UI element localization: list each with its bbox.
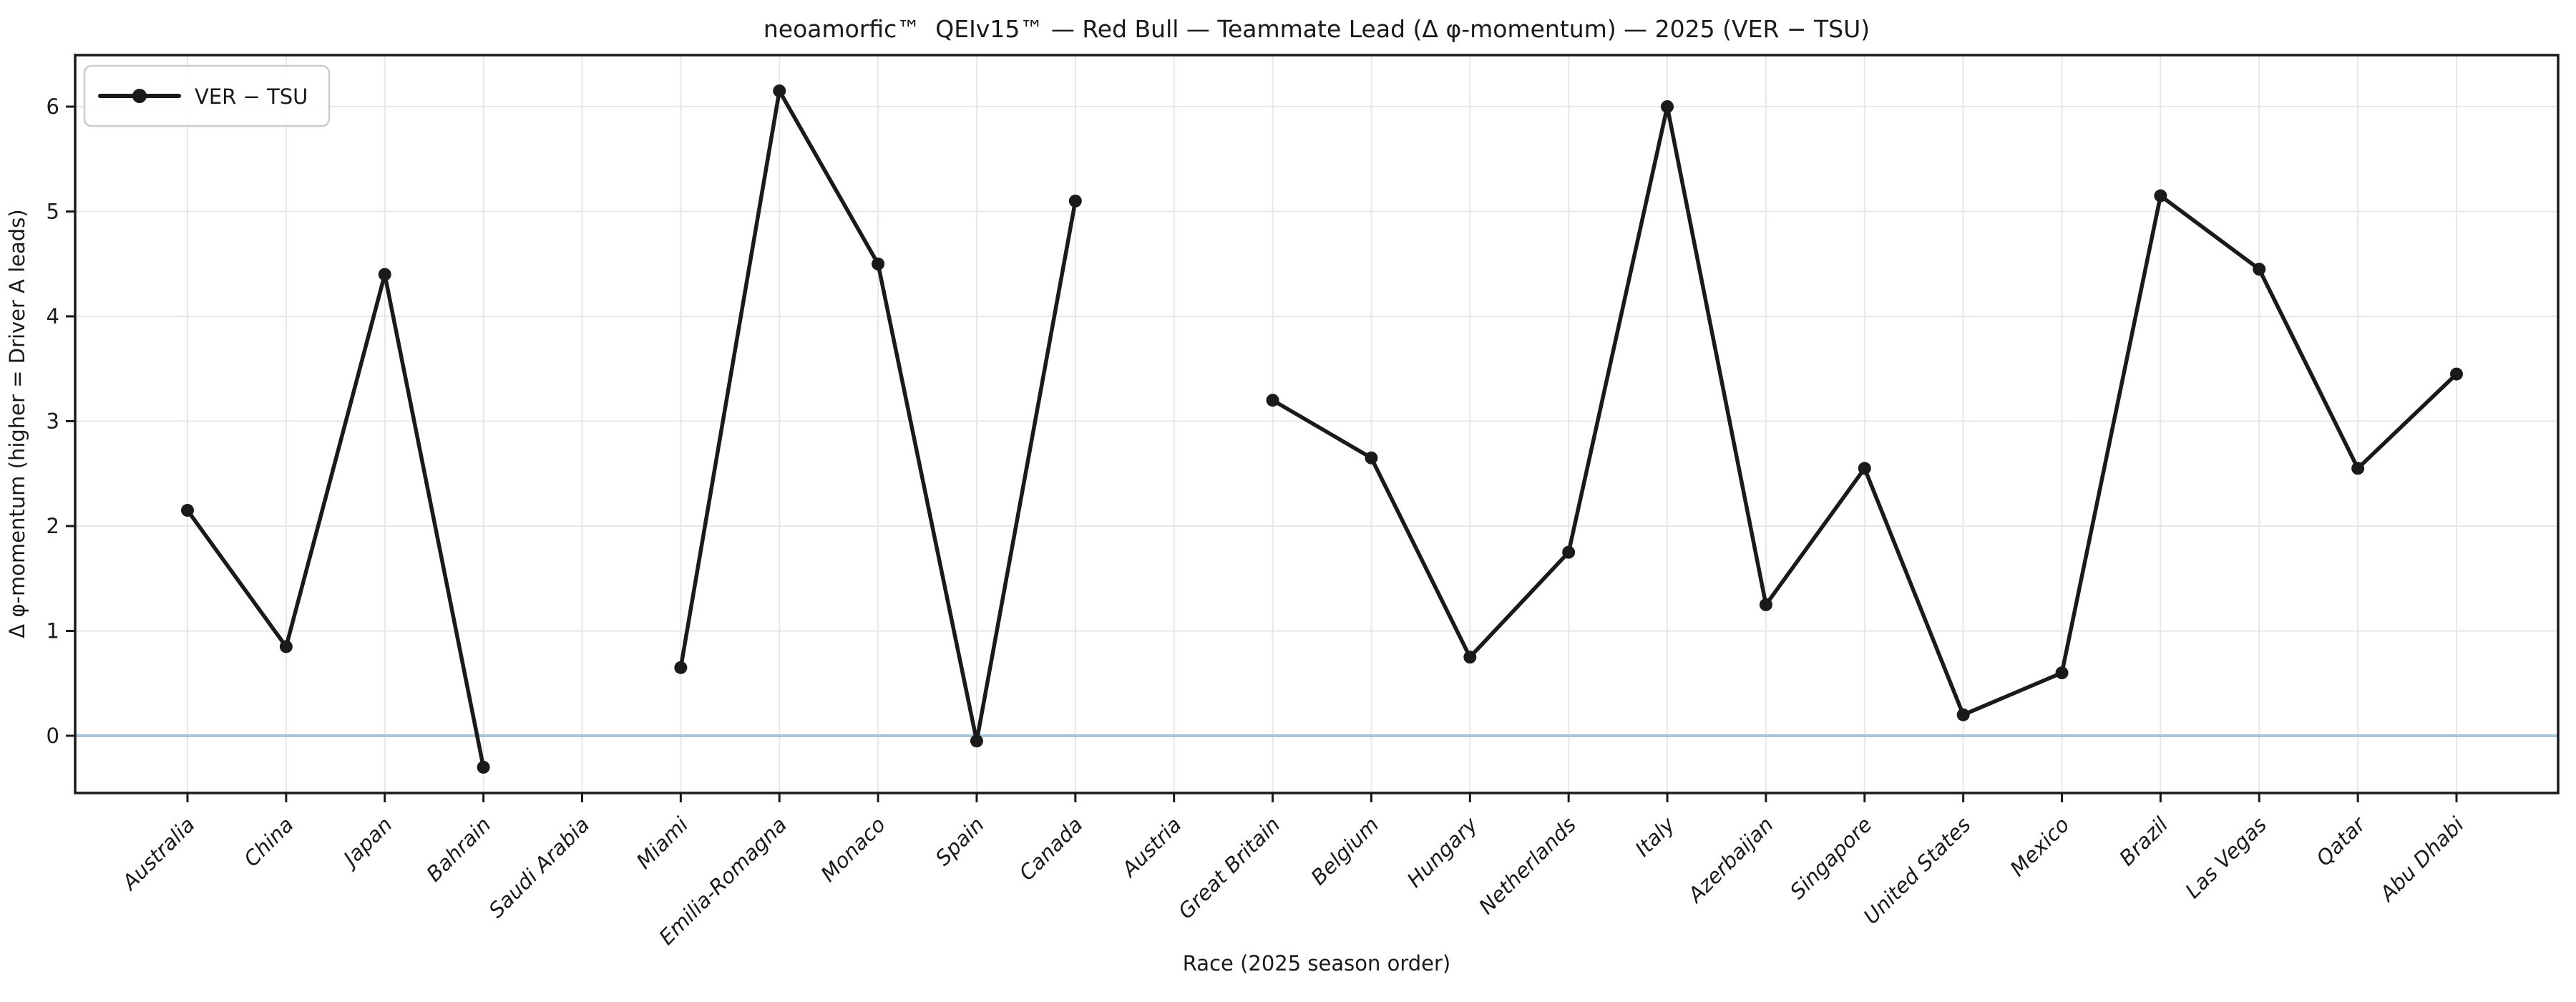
series-layer [181,84,2464,774]
data-point [1365,451,1378,464]
data-point [2154,189,2167,203]
data-point [378,268,391,281]
y-tick-label: 0 [47,724,59,748]
data-point [1266,394,1279,407]
data-point [1463,651,1477,664]
data-point [181,504,194,517]
legend-marker-icon [132,89,147,103]
data-point [1858,462,1871,475]
legend: VER − TSU [83,64,331,127]
y-tick-label: 1 [47,619,59,643]
data-point [1562,545,1576,559]
data-point [2351,462,2365,475]
data-point [773,84,786,98]
data-point [1068,194,1082,208]
data-point [477,760,490,774]
data-point [2450,367,2464,381]
data-point [1661,100,1674,113]
data-point [872,257,885,271]
legend-label: VER − TSU [195,84,308,109]
data-point [1759,598,1772,611]
data-point [279,640,293,653]
data-point [674,661,688,674]
y-tick-label: 4 [47,304,59,329]
plot-area-border [74,54,2560,794]
y-axis-label: Δ φ-momentum (higher = Driver A leads) [5,209,29,638]
data-point [1956,708,1970,721]
y-tick-label: 6 [47,94,59,119]
legend-box [83,64,331,127]
chart-title: neoamorfic™ QEIv15™ — Red Bull — Teammat… [763,15,1870,43]
y-tick-label: 5 [47,200,59,224]
series-line-ver-tsu [185,272,486,769]
x-axis-label: Race (2025 season order) [1183,951,1450,976]
data-point [2253,263,2266,276]
y-tick-label: 2 [47,514,59,538]
data-point [970,734,983,748]
data-point [2055,666,2069,680]
y-tick-label: 3 [47,409,59,434]
